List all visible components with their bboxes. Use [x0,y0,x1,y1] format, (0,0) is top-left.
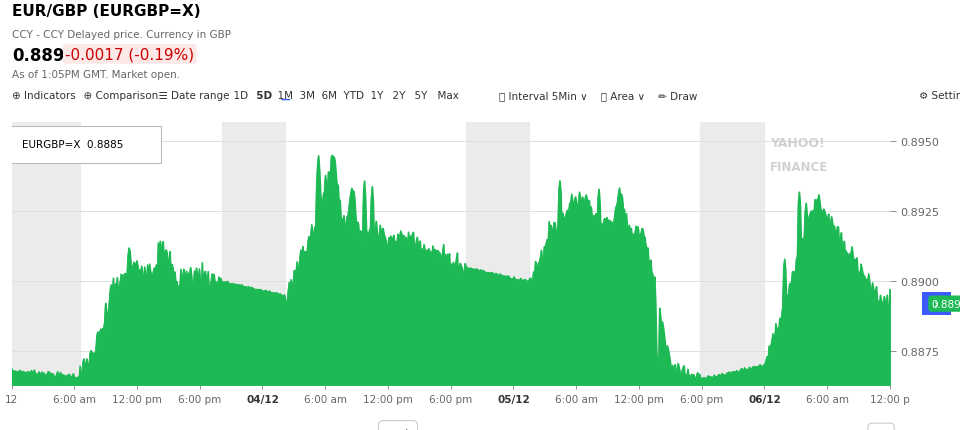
Text: ⊕ Comparison: ⊕ Comparison [77,91,158,101]
Text: 3M: 3M [293,91,315,101]
Text: —: — [280,95,290,104]
Text: 0.8891: 0.8891 [12,47,77,65]
Text: EUR/GBP (EURGBP=X): EUR/GBP (EURGBP=X) [12,4,201,19]
Text: −  +: − + [383,426,413,430]
Text: ⚙ Settir: ⚙ Settir [919,91,960,101]
Text: 1D: 1D [227,91,248,101]
Text: 2Y: 2Y [387,91,406,101]
FancyBboxPatch shape [923,292,950,316]
Bar [12,123,80,385]
Text: FINANCE: FINANCE [770,161,828,174]
Text: >>: >> [872,427,890,430]
Text: -0.0017 (-0.19%): -0.0017 (-0.19%) [65,47,195,62]
Text: 5Y: 5Y [409,91,428,101]
Text: ⬜ Interval 5Min ∨    📊 Area ∨    ✏ Draw: ⬜ Interval 5Min ∨ 📊 Area ∨ ✏ Draw [499,91,698,101]
Text: CCY - CCY Delayed price. Currency in GBP: CCY - CCY Delayed price. Currency in GBP [12,30,231,40]
Text: ⊕ Indicators: ⊕ Indicators [12,91,76,101]
Text: 1Y: 1Y [365,91,384,101]
FancyBboxPatch shape [7,126,161,163]
Text: 6M: 6M [315,91,337,101]
Bar [466,123,529,385]
Text: YTD: YTD [337,91,364,101]
Bar [701,123,764,385]
Text: ›: › [934,298,939,310]
Text: 1M: 1M [271,91,293,101]
Text: EURGBP=X  0.8885: EURGBP=X 0.8885 [22,140,124,150]
Bar [222,123,285,385]
Text: 5D: 5D [249,91,272,101]
Text: 0.8892: 0.8892 [931,299,960,309]
Text: Max: Max [431,91,459,101]
Text: YAHOO!: YAHOO! [770,137,825,150]
Text: ☰ Date range: ☰ Date range [152,91,229,101]
Text: As of 1:05PM GMT. Market open.: As of 1:05PM GMT. Market open. [12,70,180,80]
